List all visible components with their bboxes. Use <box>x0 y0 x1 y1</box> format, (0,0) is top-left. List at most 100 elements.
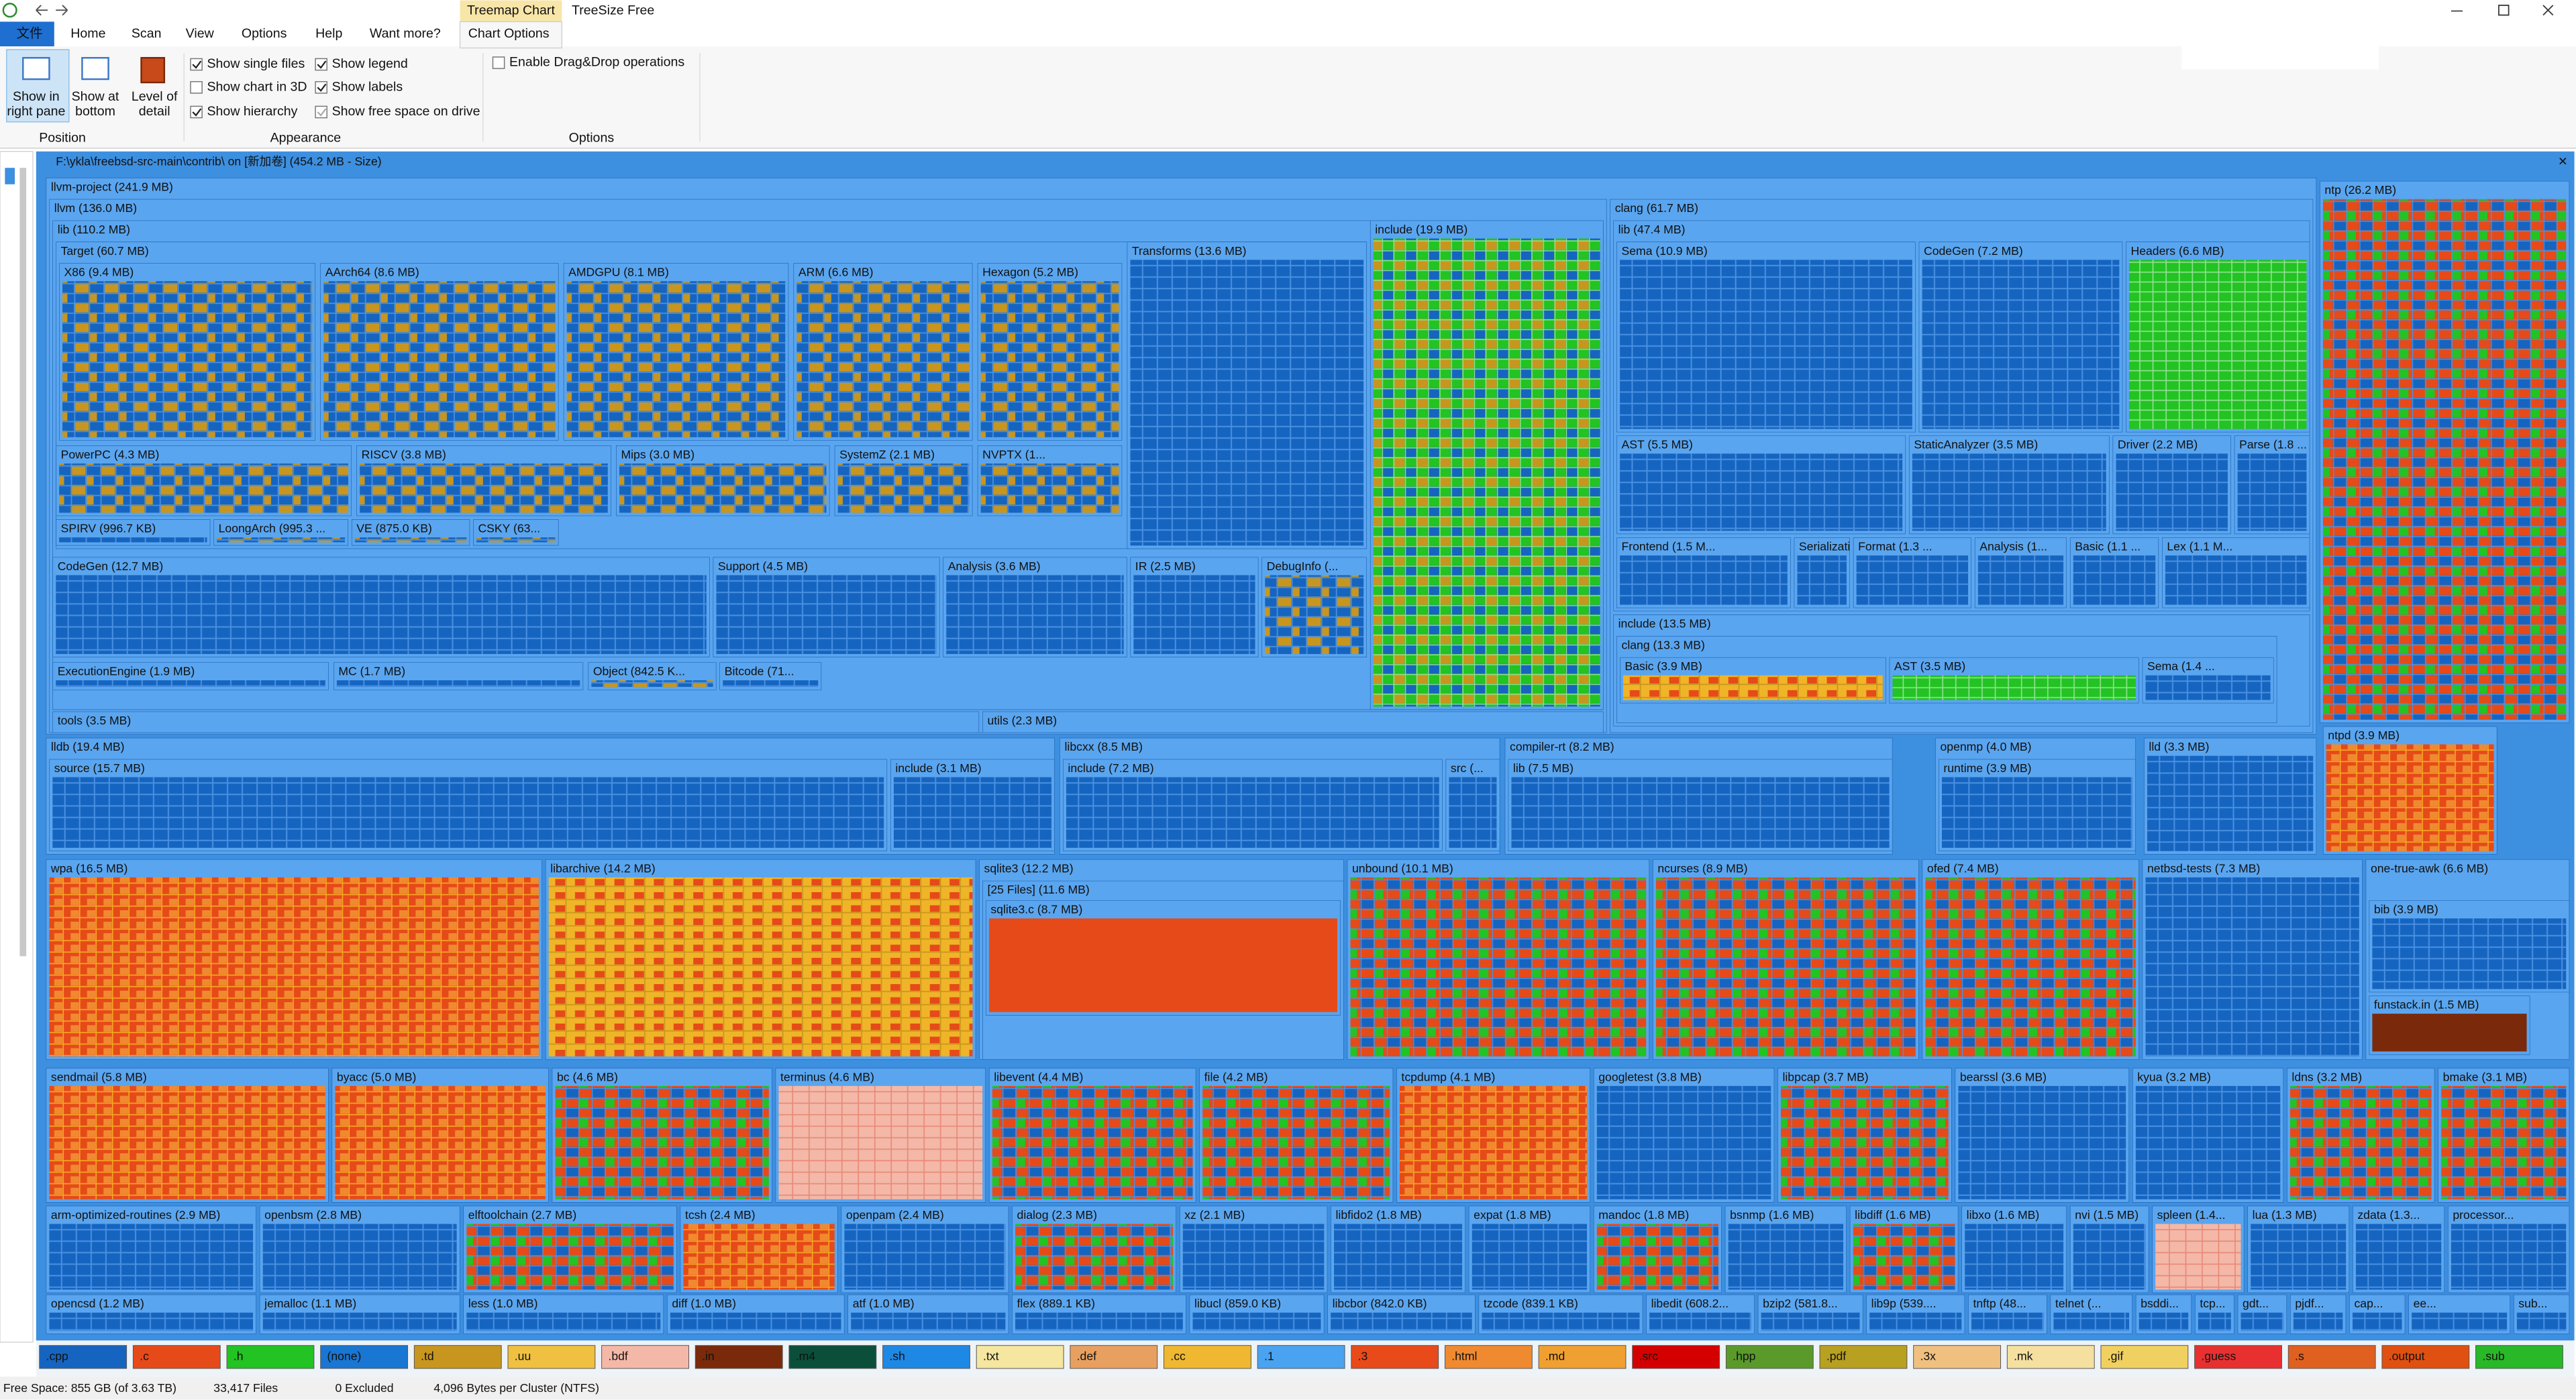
treemap-block[interactable]: Frontend (1.5 M... <box>1616 537 1791 608</box>
ribbon-button-label[interactable]: bottom <box>75 104 115 119</box>
treemap-block[interactable]: less (1.0 MB) <box>463 1294 664 1334</box>
treemap-block[interactable]: CSKY (63... <box>473 519 559 546</box>
treemap-block[interactable]: Analysis (1... <box>1974 537 2067 608</box>
treemap-block[interactable]: libcbor (842.0 KB) <box>1327 1294 1476 1334</box>
treemap-block[interactable]: tools (3.5 MB) <box>52 711 980 733</box>
treemap-block[interactable]: src (... <box>1445 759 1500 851</box>
window-controls[interactable] <box>2451 4 2554 16</box>
treemap-block[interactable]: lib9p (539.... <box>1866 1294 1965 1334</box>
treemap-block[interactable]: byacc (5.0 MB) <box>331 1067 549 1203</box>
treemap-block[interactable]: terminus (4.6 MB) <box>775 1067 986 1203</box>
treemap-block[interactable]: atf (1.0 MB) <box>847 1294 1009 1334</box>
treemap-block[interactable]: bib (3.9 MB) <box>2369 900 2570 993</box>
treemap-block[interactable]: tzcode (839.1 KB) <box>1478 1294 1643 1334</box>
treemap-block[interactable]: sendmail (5.8 MB) <box>46 1067 329 1203</box>
treemap-block[interactable]: libarchive (14.2 MB) <box>545 859 976 1060</box>
treemap-block[interactable]: CodeGen (12.7 MB) <box>52 557 710 657</box>
treemap-block[interactable]: AMDGPU (8.1 MB) <box>563 263 789 441</box>
checkbox[interactable] <box>315 58 327 71</box>
checkbox[interactable] <box>492 56 505 69</box>
checkbox-label[interactable]: Show hierarchy <box>207 104 297 119</box>
checkbox-label[interactable]: Show legend <box>332 56 408 71</box>
treemap-block[interactable]: spleen (1.4... <box>2152 1205 2245 1293</box>
treemap-block[interactable]: Basic (1.1 ... <box>2069 537 2159 608</box>
treemap-block[interactable]: Mips (3.0 MB) <box>616 445 830 517</box>
tree-item[interactable] <box>5 168 15 184</box>
treemap-block[interactable]: tcsh (2.4 MB) <box>680 1205 838 1293</box>
treemap-block[interactable]: X86 (9.4 MB) <box>59 263 316 441</box>
treemap-block[interactable]: bearssl (3.6 MB) <box>1955 1067 2130 1203</box>
treemap-block[interactable]: StaticAnalyzer (3.5 MB) <box>1908 435 2110 535</box>
treemap-block[interactable]: wpa (16.5 MB) <box>46 859 542 1060</box>
treemap-block[interactable]: DebugInfo (... <box>1261 557 1368 657</box>
treemap-block[interactable]: SPIRV (996.7 KB) <box>56 519 211 546</box>
treemap-block[interactable]: Format (1.3 ... <box>1853 537 1972 608</box>
treemap-block[interactable]: lua (1.3 MB) <box>2247 1205 2350 1293</box>
treemap-block[interactable]: openbsm (2.8 MB) <box>259 1205 460 1293</box>
nav-arrows[interactable] <box>36 5 68 16</box>
treemap-block[interactable]: MC (1.7 MB) <box>333 662 584 690</box>
treemap-block[interactable]: Serialization (... <box>1794 537 1881 608</box>
file-tab[interactable] <box>0 21 54 47</box>
treemap-block[interactable]: AArch64 (8.6 MB) <box>320 263 559 441</box>
treemap-block[interactable]: zdata (1.3... <box>2353 1205 2445 1293</box>
ribbon-button-label[interactable]: Level of <box>132 89 178 104</box>
treemap-block[interactable]: opencsd (1.2 MB) <box>46 1294 256 1334</box>
treemap-block[interactable]: include (7.2 MB) <box>1063 759 1443 851</box>
treemap-block[interactable]: funstack.in (1.5 MB) <box>2369 995 2530 1055</box>
treemap-block[interactable]: bmake (3.1 MB) <box>2438 1067 2570 1203</box>
ribbon-button-label[interactable]: Show in <box>13 89 60 104</box>
treemap-block[interactable]: Basic (3.9 MB) <box>1620 657 1886 704</box>
treemap-block[interactable]: Headers (6.6 MB) <box>2126 241 2310 433</box>
treemap-block[interactable]: file (4.2 MB) <box>1199 1067 1394 1203</box>
treemap-block[interactable]: Lex (1.1 M... <box>2162 537 2310 608</box>
treemap-block[interactable]: Transforms (13.6 MB) <box>1127 241 1368 549</box>
treemap-block[interactable]: libedit (608.2... <box>1646 1294 1755 1334</box>
treemap-block[interactable]: NVPTX (1... <box>977 445 1123 517</box>
treemap-block[interactable]: bsnmp (1.6 MB) <box>1724 1205 1847 1293</box>
treemap-block[interactable]: cap... <box>2349 1294 2406 1334</box>
treemap-block[interactable]: libdiff (1.6 MB) <box>1849 1205 1959 1293</box>
treemap-block[interactable]: libucl (859.0 KB) <box>1189 1294 1325 1334</box>
ribbon-button-label[interactable]: Show at <box>72 89 119 104</box>
treemap-block[interactable]: openpam (2.4 MB) <box>841 1205 1009 1293</box>
checkbox-label[interactable]: Show labels <box>332 79 403 94</box>
treemap-block[interactable]: Object (842.5 K... <box>588 662 717 690</box>
treemap-block[interactable]: sqlite3.c (8.7 MB) <box>986 900 1341 1016</box>
treemap-block[interactable]: ExecutionEngine (1.9 MB) <box>52 662 329 690</box>
treemap-block[interactable]: include (19.9 MB) <box>1370 220 1604 710</box>
treemap-block[interactable]: libpcap (3.7 MB) <box>1778 1067 1952 1203</box>
treemap-block[interactable]: ARM (6.6 MB) <box>793 263 973 441</box>
treemap-block[interactable]: Driver (2.2 MB) <box>2112 435 2231 535</box>
treemap-block[interactable]: bzip2 (581.8... <box>1757 1294 1863 1334</box>
treemap-block[interactable]: googletest (3.8 MB) <box>1593 1067 1775 1203</box>
checkbox[interactable] <box>190 58 203 71</box>
checkbox[interactable] <box>190 80 203 94</box>
treemap-block[interactable]: VE (875.0 KB) <box>351 519 470 546</box>
treemap-block[interactable]: IR (2.5 MB) <box>1130 557 1259 657</box>
treemap-block[interactable]: Parse (1.8 ... <box>2234 435 2310 535</box>
treemap-block[interactable]: jemalloc (1.1 MB) <box>259 1294 460 1334</box>
menu-tab[interactable]: Chart Options <box>468 26 550 41</box>
treemap-block[interactable]: libfido2 (1.8 MB) <box>1331 1205 1465 1293</box>
treemap-block[interactable]: bsddi... <box>2135 1294 2192 1334</box>
treemap-block[interactable]: runtime (3.9 MB) <box>1939 759 2136 851</box>
treemap-block[interactable]: lld (3.3 MB) <box>2144 737 2317 855</box>
treemap-block[interactable]: nvi (1.5 MB) <box>2069 1205 2149 1293</box>
treemap-block[interactable]: PowerPC (4.3 MB) <box>56 445 352 517</box>
treemap-block[interactable]: telnet (... <box>2050 1294 2132 1334</box>
treemap-block[interactable]: pjdf... <box>2289 1294 2347 1334</box>
treemap-block[interactable]: unbound (10.1 MB) <box>1347 859 1650 1060</box>
treemap-block[interactable]: netbsd-tests (7.3 MB) <box>2142 859 2363 1060</box>
treemap-block[interactable]: gdt... <box>2237 1294 2287 1334</box>
treemap-block[interactable]: mandoc (1.8 MB) <box>1593 1205 1722 1293</box>
treemap-block[interactable]: arm-optimized-routines (2.9 MB) <box>46 1205 256 1293</box>
menu-tab[interactable]: Scan <box>132 26 162 41</box>
treemap-block[interactable]: lib (7.5 MB) <box>1508 759 1893 851</box>
scrollbar[interactable] <box>19 168 27 957</box>
treemap-block[interactable]: ofed (7.4 MB) <box>1922 859 2139 1060</box>
treemap-block[interactable]: tnftp (48... <box>1968 1294 2047 1334</box>
treemap-block[interactable]: Sema (10.9 MB) <box>1616 241 1916 433</box>
checkbox-label[interactable]: Enable Drag&Drop operations <box>509 55 684 70</box>
treemap-block[interactable]: libxo (1.6 MB) <box>1961 1205 2067 1293</box>
